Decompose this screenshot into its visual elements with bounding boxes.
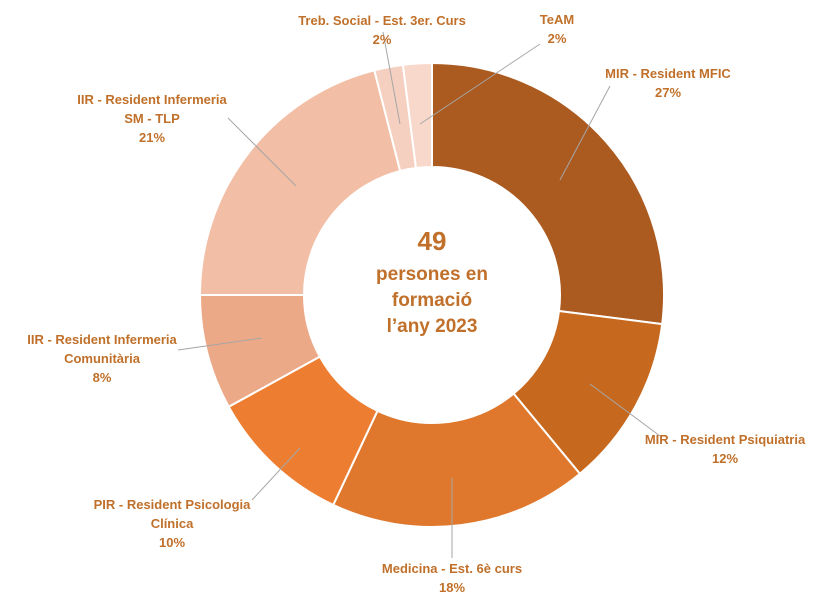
slice-name-7: TeAM: [540, 12, 574, 27]
slice-label-0: MIR - Resident MFIC 27%: [605, 66, 731, 100]
slice-percent-5: 21%: [139, 130, 165, 145]
slice-percent-6: 2%: [373, 32, 392, 47]
slice-percent-4: 8%: [93, 370, 112, 385]
leader-line-7: [419, 43, 541, 125]
slice-name-5: SM - TLP: [124, 111, 180, 126]
center-label: 49 persones en formació l’any 2023: [376, 226, 488, 337]
leader-line-4: [177, 337, 263, 351]
slice-name-6: Treb. Social - Est. 3er. Curs: [298, 13, 466, 28]
donut-slices: [198, 61, 665, 528]
leader-line-1: [589, 383, 661, 437]
slice-label-7: TeAM 2%: [540, 12, 574, 46]
slice-percent-1: 12%: [712, 451, 738, 466]
slice-label-5: IIR - Resident Infermeria SM - TLP 21%: [77, 92, 227, 145]
slice-5: [198, 69, 402, 296]
slice-name-2: Medicina - Est. 6è curs: [382, 561, 522, 576]
slice-label-4: IIR - Resident Infermeria Comunitària 8%: [27, 332, 177, 385]
slice-0: [431, 61, 665, 326]
slice-label-1: MIR - Resident Psiquiatria 12%: [645, 432, 806, 466]
slice-name-0: MIR - Resident MFIC: [605, 66, 731, 81]
slice-percent-3: 10%: [159, 535, 185, 550]
leader-line-0: [559, 85, 611, 181]
center-count: 49: [418, 226, 447, 256]
slice-labels: MIR - Resident MFIC 27% MIR - Resident Psi…: [27, 12, 806, 595]
slice-name-3: PIR - Resident Psicologia: [94, 497, 252, 512]
slice-name-4: Comunitària: [64, 351, 141, 366]
center-line-3: l’any 2023: [387, 316, 478, 337]
slice-name-1: MIR - Resident Psiquiatria: [645, 432, 806, 447]
slice-label-3: PIR - Resident Psicologia Clínica 10%: [94, 497, 252, 550]
leader-lines: [177, 31, 661, 558]
slice-name-4: IIR - Resident Infermeria: [27, 332, 177, 347]
slice-7: [401, 61, 433, 170]
leader-line-5: [227, 117, 297, 187]
slice-2: [331, 392, 582, 528]
slice-percent-7: 2%: [548, 31, 567, 46]
center-line-1: persones en: [376, 264, 488, 285]
slice-percent-2: 18%: [439, 580, 465, 595]
slice-label-6: Treb. Social - Est. 3er. Curs 2%: [298, 13, 466, 47]
leader-line-3: [251, 447, 301, 501]
center-line-2: formació: [392, 290, 472, 311]
slice-name-5: IIR - Resident Infermeria: [77, 92, 227, 107]
slice-name-3: Clínica: [151, 516, 194, 531]
leader-line-6: [382, 31, 401, 125]
slice-label-2: Medicina - Est. 6è curs 18%: [382, 561, 522, 595]
slice-percent-0: 27%: [655, 85, 681, 100]
